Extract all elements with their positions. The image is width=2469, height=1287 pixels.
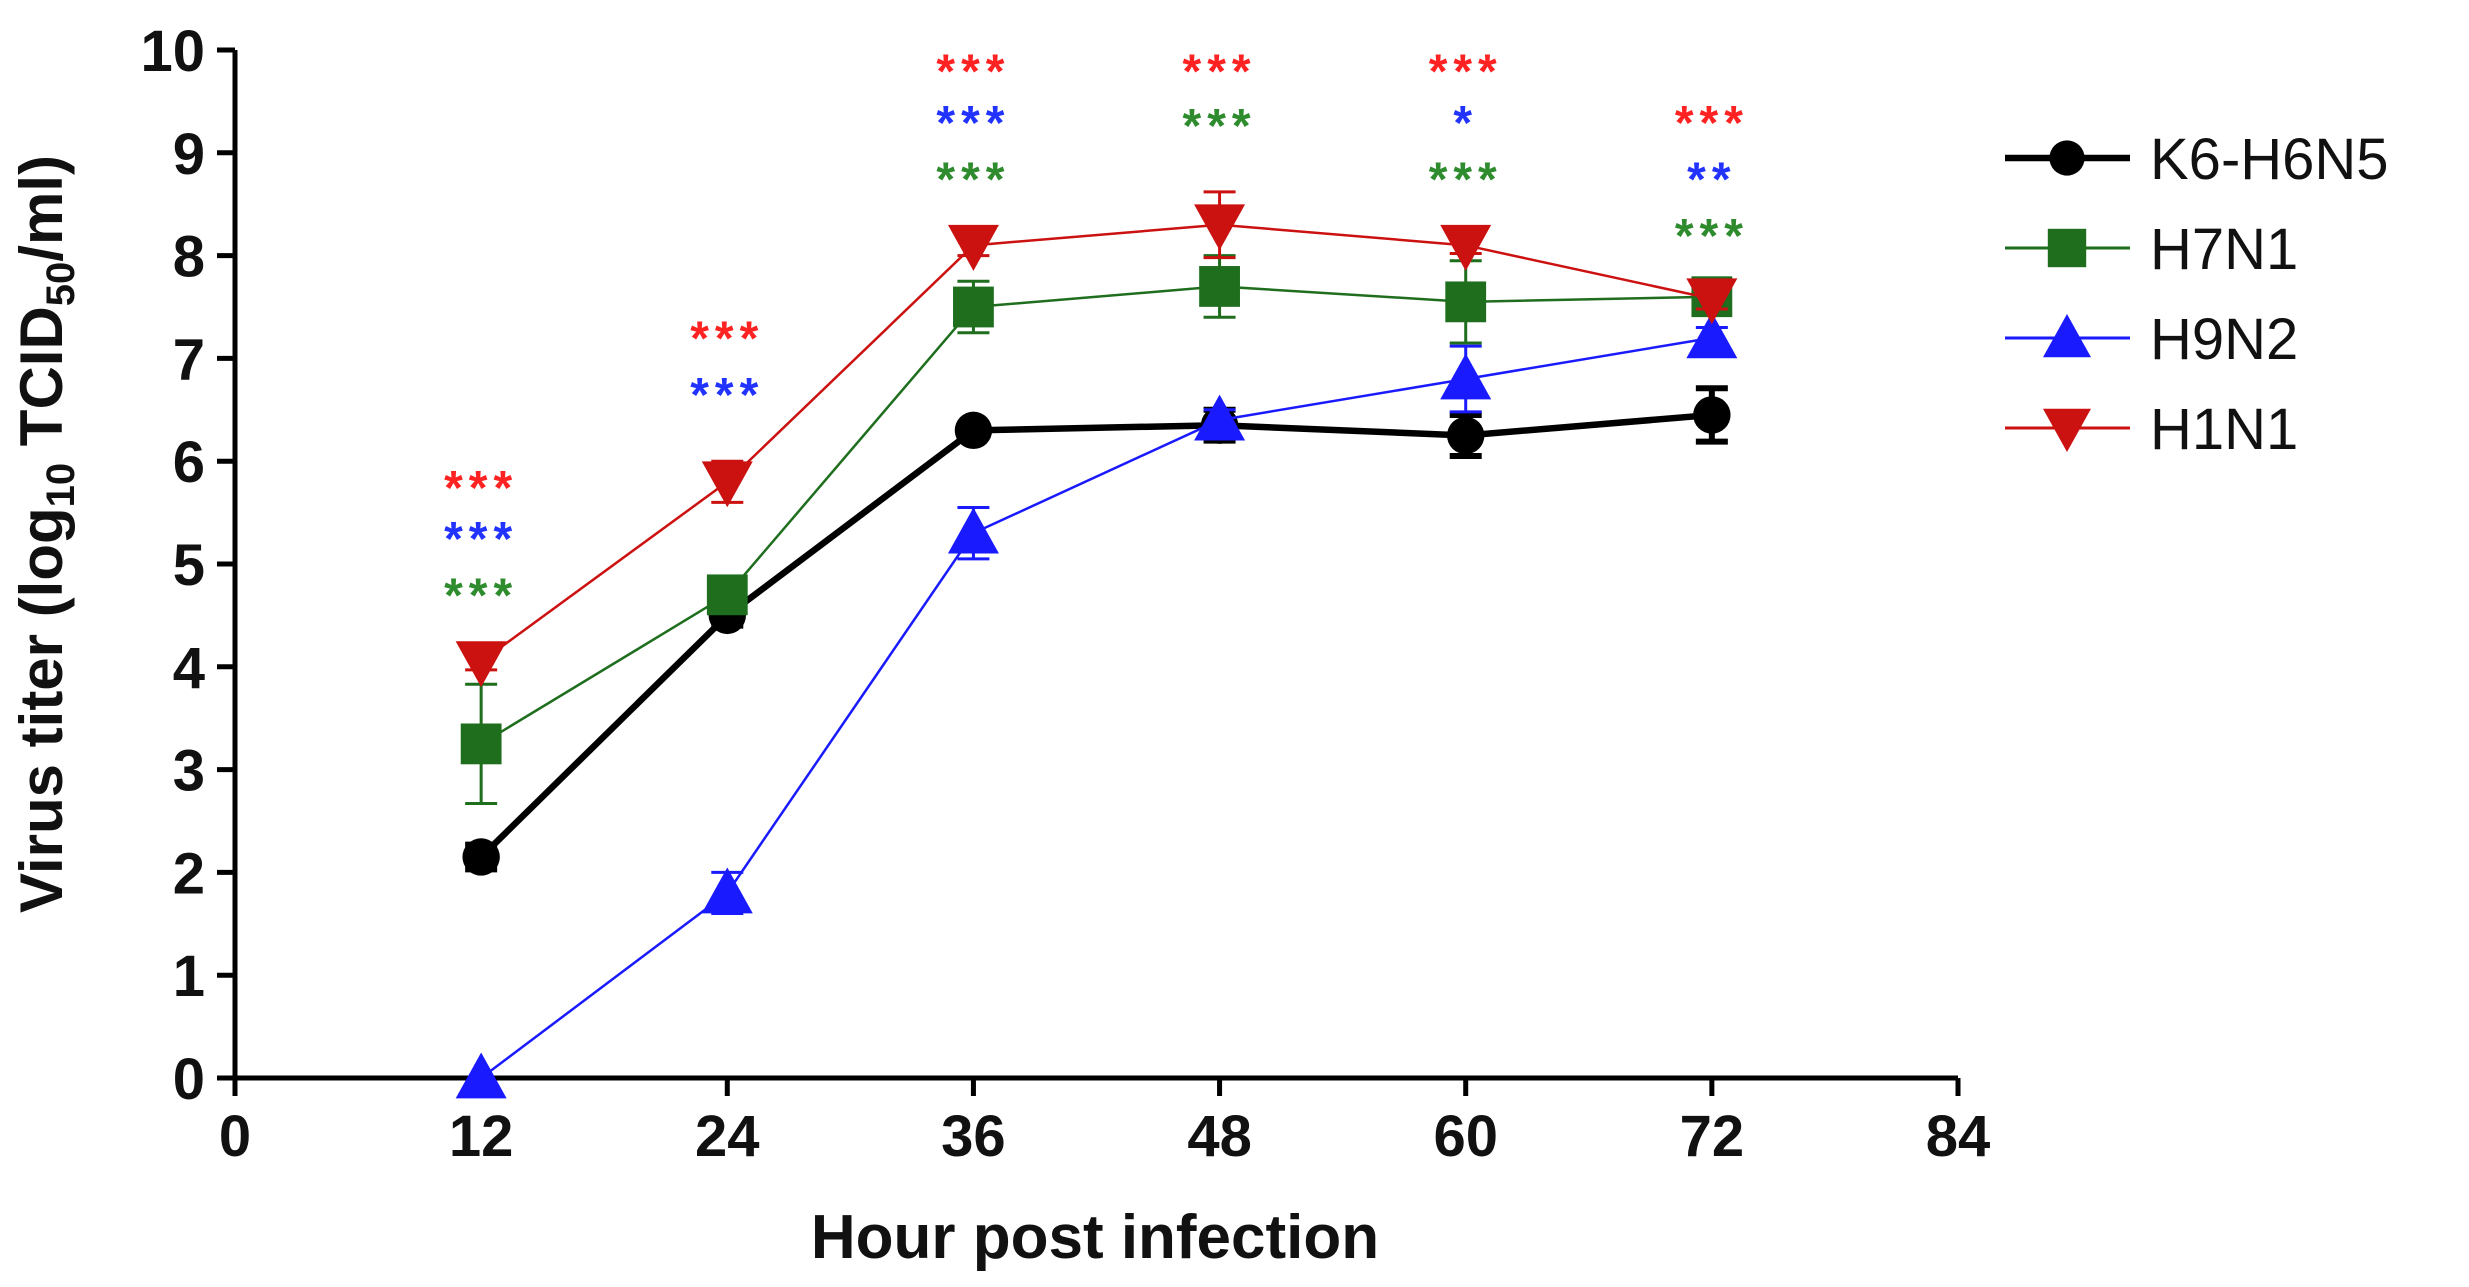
x-tick-label: 60: [1433, 1104, 1498, 1169]
series-h9n2: [455, 312, 1738, 1099]
data-point: [701, 461, 753, 508]
y-axis-label-mid: TCID: [8, 306, 75, 463]
y-axis-label-prefix: Virus titer (log: [8, 507, 75, 913]
series-line: [478, 411, 1713, 860]
legend-marker: [2043, 408, 2091, 452]
legend-label: H9N2: [2150, 307, 2298, 372]
data-point: [455, 641, 507, 688]
series-k6-h6n5: [462, 385, 1731, 876]
x-tick-label: 72: [1680, 1104, 1745, 1169]
significance-stars: ***: [1183, 100, 1257, 153]
series-h7n1: [460, 254, 1733, 806]
y-tick-label: 5: [173, 533, 205, 598]
series-layer: [455, 190, 1738, 1099]
data-point: [462, 838, 500, 876]
significance-stars: ***: [1429, 153, 1503, 206]
legend: K6-H6N5 H7N1 H9N2 H1N1: [2005, 127, 2389, 462]
significance-stars: ***: [1675, 97, 1749, 150]
x-tick-label: 48: [1187, 1104, 1252, 1169]
x-tick-label: 12: [449, 1104, 514, 1169]
series-line: [480, 336, 1713, 1079]
legend-label: H1N1: [2150, 397, 2298, 462]
significance-stars: *: [1453, 97, 1478, 150]
significance-stars: **: [1687, 153, 1736, 206]
significance-stars: ***: [444, 570, 518, 623]
series-h1n1: [455, 190, 1738, 688]
y-tick-label: 3: [173, 739, 205, 804]
data-point: [1194, 394, 1246, 441]
y-tick-label: 7: [173, 327, 205, 392]
data-point: [1440, 353, 1492, 400]
significance-stars: ***: [444, 462, 518, 515]
y-tick-label: 6: [173, 430, 205, 495]
series-line: [480, 223, 1713, 663]
y-tick-label: 1: [173, 944, 205, 1009]
y-tick-label: 10: [140, 19, 205, 84]
data-point: [1686, 278, 1738, 325]
legend-item: H9N2: [2005, 307, 2298, 372]
data-point: [1445, 281, 1487, 323]
significance-stars: ***: [690, 313, 764, 366]
data-point: [947, 507, 999, 554]
data-point: [701, 867, 753, 914]
legend-label: H7N1: [2150, 217, 2298, 282]
data-point: [1199, 266, 1240, 307]
y-axis-label-suffix: /ml): [8, 155, 75, 262]
significance-stars: ***: [936, 97, 1010, 150]
data-point: [706, 574, 748, 616]
significance-stars: ***: [1183, 45, 1257, 98]
x-axis-label: Hour post infection: [811, 1203, 1379, 1272]
x-tick-label: 36: [941, 1104, 1006, 1169]
data-point: [1693, 396, 1731, 434]
data-point: [460, 723, 502, 765]
y-tick-label: 9: [173, 122, 205, 187]
legend-marker: [2049, 140, 2085, 176]
x-tick-label: 0: [219, 1104, 251, 1169]
significance-annotations: ****************************************…: [444, 45, 1749, 623]
legend-item: H1N1: [2005, 397, 2298, 462]
legend-item: K6-H6N5: [2005, 127, 2389, 192]
significance-stars: ***: [1429, 45, 1503, 98]
legend-item: H7N1: [2005, 217, 2298, 282]
significance-stars: ***: [690, 369, 764, 422]
y-tick-label: 2: [173, 841, 205, 906]
data-point: [954, 411, 993, 450]
legend-marker: [2047, 228, 2087, 268]
data-point: [1447, 416, 1485, 455]
significance-stars: ***: [1675, 210, 1749, 263]
data-point: [947, 224, 999, 271]
y-tick-label: 4: [173, 636, 205, 701]
y-tick-label: 0: [173, 1047, 205, 1112]
series-line: [480, 285, 1712, 745]
y-tick-label: 8: [173, 225, 205, 290]
y-axis-label-sub2: 50: [39, 262, 83, 307]
y-axis-label-sub1: 10: [39, 463, 83, 508]
data-point: [1686, 312, 1738, 359]
x-tick-label: 24: [695, 1104, 760, 1169]
data-point: [1194, 204, 1246, 251]
legend-marker: [2043, 314, 2091, 358]
legend-label: K6-H6N5: [2150, 127, 2389, 192]
data-point: [455, 1052, 507, 1099]
x-tick-label: 84: [1926, 1104, 1991, 1169]
data-point: [953, 286, 994, 328]
significance-stars: ***: [444, 513, 518, 566]
data-point: [1440, 224, 1492, 271]
significance-stars: ***: [936, 153, 1010, 206]
significance-stars: ***: [936, 45, 1010, 98]
y-axis-label: Virus titer (log10 TCID50/ml): [8, 155, 83, 913]
